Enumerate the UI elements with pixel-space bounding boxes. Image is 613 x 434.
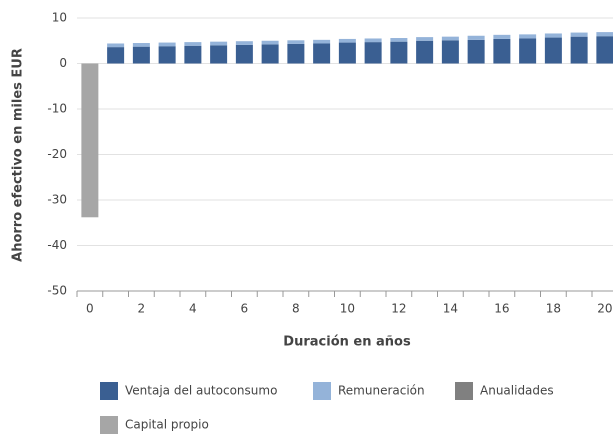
legend-label: Capital propio <box>125 418 209 432</box>
y-tick-label: -50 <box>47 284 67 298</box>
bar-segment <box>107 43 125 48</box>
bar-segment <box>570 36 588 64</box>
bar-segment <box>416 40 434 64</box>
bar-segment <box>570 32 588 37</box>
bar-segment <box>107 47 125 64</box>
bar-segment <box>261 44 279 64</box>
bar-segment <box>81 63 99 218</box>
bar-segment <box>416 37 434 41</box>
bar-segment <box>493 38 511 64</box>
x-tick-label: 6 <box>241 302 249 316</box>
legend-label: Anualidades <box>480 384 554 398</box>
legend-swatch <box>313 382 331 400</box>
bar-segment <box>364 38 382 43</box>
bar-segment <box>390 38 408 42</box>
x-tick-label: 4 <box>189 302 197 316</box>
bar-segment <box>544 33 562 38</box>
bar-segment <box>390 41 408 64</box>
x-tick-label: 16 <box>494 302 509 316</box>
x-tick-label: 0 <box>86 302 94 316</box>
y-tick-label: -20 <box>47 147 67 161</box>
bar-segment <box>544 37 562 64</box>
bar-segment <box>338 38 356 43</box>
bar-segment <box>132 43 150 47</box>
y-tick-label: -10 <box>47 102 67 116</box>
bar-segment <box>441 36 459 41</box>
bar-segment <box>184 42 202 46</box>
legend-label: Ventaja del autoconsumo <box>125 384 277 398</box>
bar-segment <box>184 45 202 64</box>
x-axis-label: Duración en años <box>283 335 411 350</box>
legend-swatch <box>455 382 473 400</box>
legend-swatch <box>100 416 118 434</box>
bar-segment <box>132 46 150 64</box>
bar-segment <box>313 43 331 64</box>
y-tick-label: -40 <box>47 238 67 252</box>
bar-segment <box>338 42 356 64</box>
y-tick-label: 0 <box>59 56 67 70</box>
y-tick-label: -30 <box>47 193 67 207</box>
legend-label: Remuneración <box>338 384 425 398</box>
bar-segment <box>467 39 485 64</box>
x-tick-label: 10 <box>340 302 355 316</box>
bar-segment <box>158 42 176 47</box>
bar-segment <box>158 46 176 64</box>
x-tick-label: 12 <box>391 302 406 316</box>
x-tick-label: 14 <box>443 302 458 316</box>
bar-segment <box>235 41 253 45</box>
bar-segment <box>596 36 613 64</box>
bar-segment <box>313 39 331 44</box>
bar-segment <box>261 40 279 45</box>
bar-segment <box>287 40 305 44</box>
bar-segment <box>441 40 459 64</box>
bar-segment <box>467 35 485 40</box>
bar-segment <box>519 38 537 64</box>
x-tick-label: 2 <box>138 302 146 316</box>
bar-segment <box>287 43 305 64</box>
bar-segment <box>364 42 382 64</box>
bar-segment <box>493 34 511 39</box>
y-axis-label: Ahorro efectivo en miles EUR <box>11 48 26 262</box>
bar-segment <box>210 41 228 46</box>
x-tick-label: 20 <box>597 302 612 316</box>
bar-segment <box>235 44 253 64</box>
bar-segment <box>519 34 537 39</box>
x-tick-label: 8 <box>292 302 300 316</box>
legend-swatch <box>100 382 118 400</box>
y-tick-label: 10 <box>52 11 67 25</box>
bar-segment <box>210 45 228 64</box>
x-tick-label: 18 <box>546 302 561 316</box>
bar-segment <box>596 32 613 37</box>
